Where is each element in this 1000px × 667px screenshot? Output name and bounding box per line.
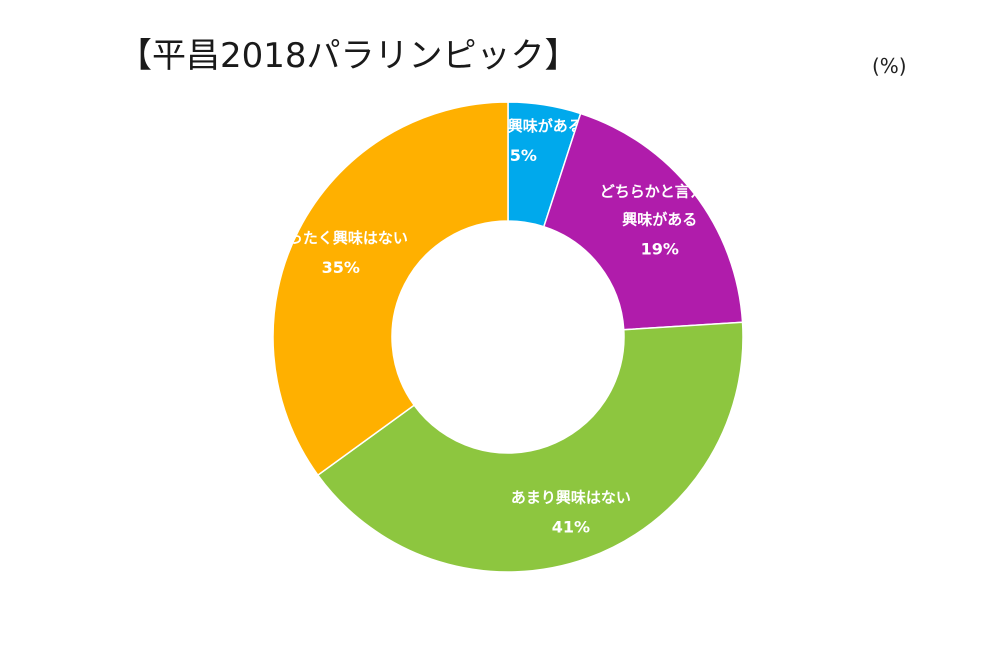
slice-label-not-very-interested: あまり興味はない: [511, 489, 631, 507]
chart-title: 【平昌2018パラリンピック】: [118, 36, 579, 76]
slice-value-not-interested-at-all: 35%: [322, 258, 360, 277]
slice-value-very-interested: 5%: [510, 146, 537, 165]
slice-not-interested-at-all: [272, 101, 509, 477]
slice-label-not-interested-at-all: まったく興味はない: [274, 229, 408, 247]
unit-label: (%): [872, 54, 907, 78]
slice-label-somewhat-interested-line-2: 興味がある: [622, 210, 697, 228]
slice-not-very-interested: [316, 321, 744, 573]
slice-value-not-very-interested: 41%: [552, 518, 590, 537]
slice-value-somewhat-interested: 19%: [641, 239, 679, 258]
slice-label-somewhat-interested-line-1: どちらかと言えば: [600, 182, 720, 200]
slice-somewhat-interested: [542, 112, 744, 331]
